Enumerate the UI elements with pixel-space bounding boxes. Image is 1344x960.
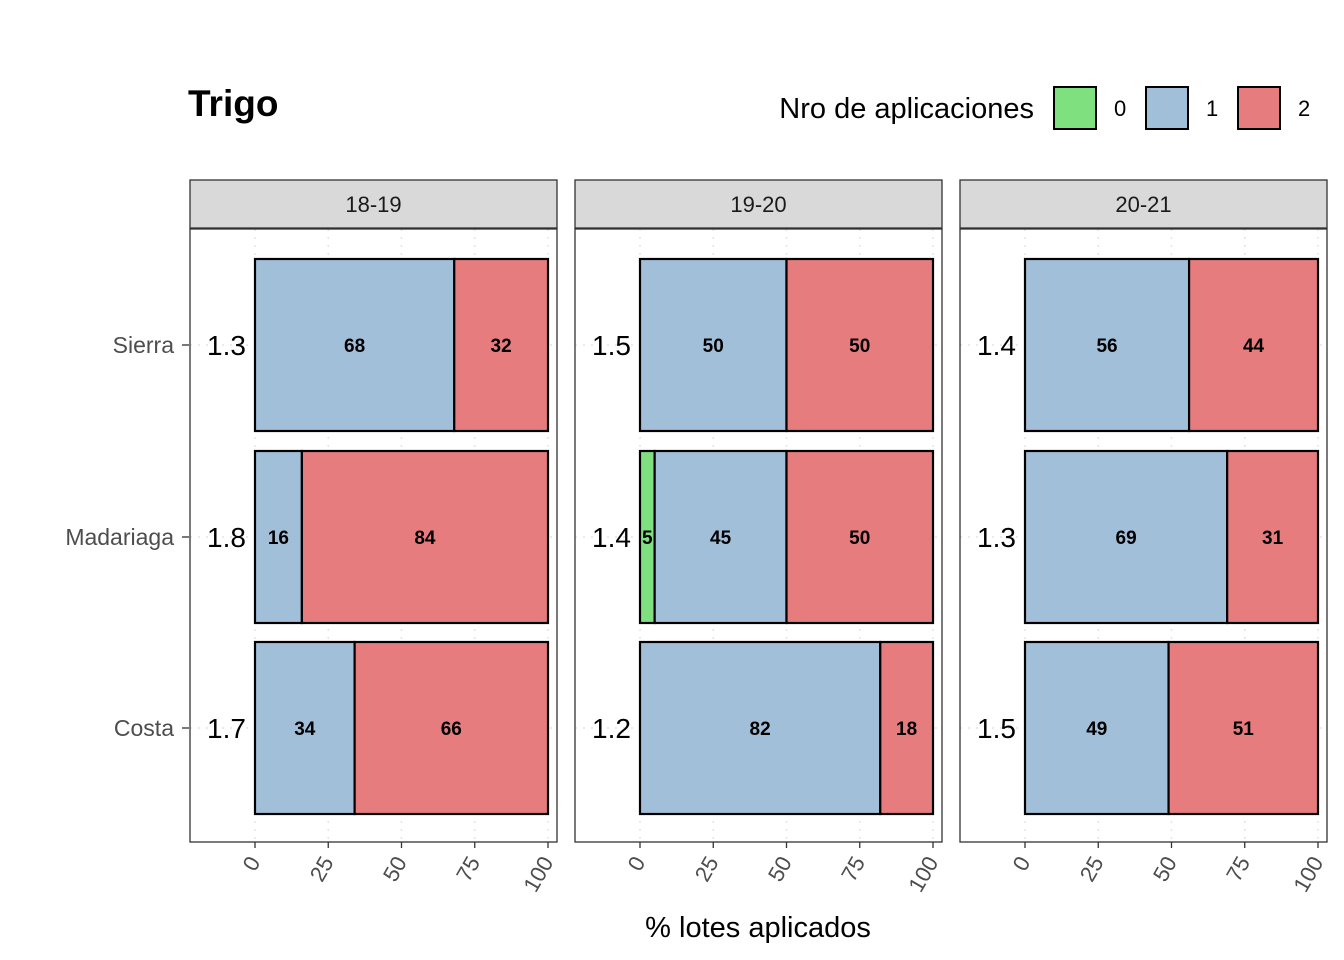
bar-value-label: 84 bbox=[414, 528, 436, 549]
bar-segment bbox=[1167, 640, 1320, 816]
x-tick-label: 25 bbox=[690, 852, 724, 886]
legend-title: Nro de aplicaciones bbox=[779, 93, 1034, 125]
x-tick-label: 75 bbox=[836, 852, 870, 886]
x-tick-label: 75 bbox=[451, 852, 485, 886]
legend-label-1: 1 bbox=[1206, 96, 1218, 121]
bar-value-label: 16 bbox=[268, 528, 289, 549]
x-tick-label: 25 bbox=[1075, 852, 1109, 886]
x-tick-label: 25 bbox=[305, 852, 339, 886]
bar-value-label: 50 bbox=[849, 336, 870, 357]
bar-value-label: 56 bbox=[1096, 336, 1117, 357]
x-tick-label: 100 bbox=[518, 852, 558, 896]
mean-label: 1.3 bbox=[977, 522, 1016, 553]
y-axis: Sierra Madariaga Costa bbox=[65, 332, 189, 741]
panel-border bbox=[959, 228, 1328, 843]
bar-value-label: 51 bbox=[1233, 719, 1255, 740]
x-tick-label: 0 bbox=[1008, 852, 1036, 875]
legend-swatch-0 bbox=[1053, 86, 1097, 130]
bar-segment bbox=[785, 257, 935, 433]
bar-value-label: 66 bbox=[441, 719, 462, 740]
x-tick-label: 50 bbox=[1148, 852, 1182, 886]
bar-value-label: 31 bbox=[1262, 528, 1284, 549]
panel-19-20: 19-20 50 50 1.5 5 45 50 1.4 82 18 1.2 0 25 50 75 100 bbox=[574, 179, 943, 896]
y-tick-label: Madariaga bbox=[65, 524, 174, 550]
bar-value-label: 82 bbox=[750, 719, 771, 740]
y-tick-label: Sierra bbox=[113, 332, 175, 358]
x-tick-label: 50 bbox=[378, 852, 412, 886]
bar-segment bbox=[253, 257, 456, 433]
legend-swatch-1 bbox=[1145, 86, 1189, 130]
facet-label: 20-21 bbox=[1115, 192, 1171, 217]
legend-label-0: 0 bbox=[1114, 96, 1126, 121]
bar-value-label: 44 bbox=[1243, 336, 1265, 357]
panel-border bbox=[189, 228, 558, 843]
mean-label: 1.3 bbox=[207, 330, 246, 361]
bar-value-label: 49 bbox=[1086, 719, 1107, 740]
bar-value-label: 45 bbox=[710, 528, 732, 549]
x-tick-label: 100 bbox=[1288, 852, 1328, 896]
bar-value-label: 50 bbox=[703, 336, 724, 357]
facet-strip bbox=[959, 179, 1328, 229]
panel-18-19: 18-19 68 32 1.3 16 84 1.8 34 66 1.7 0 25 50 75 100 bbox=[189, 179, 558, 896]
facet-label: 18-19 bbox=[345, 192, 401, 217]
legend: 0 1 2 bbox=[1053, 86, 1310, 130]
facet-label: 19-20 bbox=[730, 192, 786, 217]
mean-label: 1.4 bbox=[977, 330, 1016, 361]
bar-segment bbox=[879, 640, 935, 816]
bar-value-label: 5 bbox=[642, 528, 653, 549]
bar-value-label: 69 bbox=[1116, 528, 1137, 549]
bar-value-label: 32 bbox=[491, 336, 512, 357]
x-tick-label: 50 bbox=[763, 852, 797, 886]
bar-segment bbox=[1023, 257, 1191, 433]
bar-segment bbox=[300, 449, 550, 625]
x-tick-label: 75 bbox=[1221, 852, 1255, 886]
chart-title: Trigo bbox=[188, 83, 278, 124]
facet-strip bbox=[574, 179, 943, 229]
panel-border bbox=[574, 228, 943, 843]
mean-label: 1.5 bbox=[977, 713, 1016, 744]
x-tick-label: 0 bbox=[238, 852, 266, 875]
bar-segment bbox=[1226, 449, 1320, 625]
bar-segment bbox=[638, 640, 882, 816]
legend-label-2: 2 bbox=[1298, 96, 1310, 121]
legend-swatch-2 bbox=[1237, 86, 1281, 130]
mean-label: 1.2 bbox=[592, 713, 631, 744]
y-tick-label: Costa bbox=[114, 715, 174, 741]
bar-segment bbox=[253, 640, 356, 816]
mean-label: 1.7 bbox=[207, 713, 246, 744]
mean-label: 1.8 bbox=[207, 522, 246, 553]
bar-segment bbox=[1187, 257, 1320, 433]
panel-20-21: 20-21 56 44 1.4 69 31 1.3 49 51 1.5 0 25 50 75 100 bbox=[959, 179, 1328, 896]
bar-segment bbox=[253, 449, 303, 625]
bar-segment bbox=[1023, 449, 1229, 625]
bar-value-label: 18 bbox=[896, 719, 917, 740]
x-axis-title: % lotes aplicados bbox=[645, 912, 871, 944]
facet-strip bbox=[189, 179, 558, 229]
bar-segment bbox=[638, 257, 788, 433]
mean-label: 1.4 bbox=[592, 522, 631, 553]
bar-segment bbox=[353, 640, 550, 816]
x-tick-label: 0 bbox=[623, 852, 651, 875]
bar-value-label: 34 bbox=[294, 719, 316, 740]
x-tick-label: 100 bbox=[903, 852, 943, 896]
bar-value-label: 50 bbox=[849, 528, 870, 549]
mean-label: 1.5 bbox=[592, 330, 631, 361]
bar-value-label: 68 bbox=[344, 336, 365, 357]
bar-segment bbox=[785, 449, 935, 625]
bar-segment bbox=[453, 257, 550, 433]
